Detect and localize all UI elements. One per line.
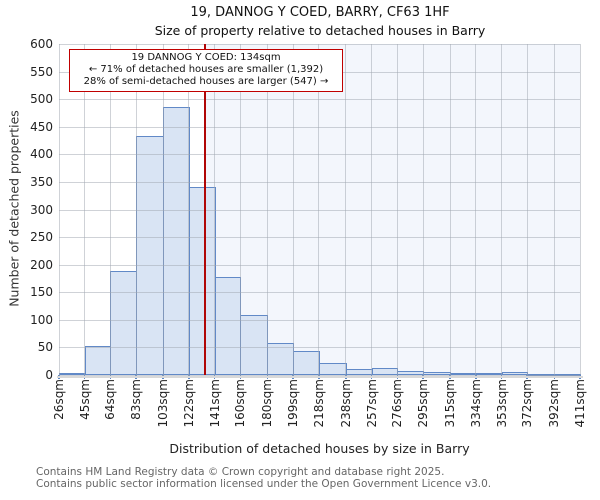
- gridline-horizontal: [59, 99, 580, 101]
- gridline-horizontal: [59, 154, 580, 156]
- y-tick-label: 150: [30, 285, 53, 300]
- histogram-bar: [293, 350, 320, 375]
- x-tick-label: 257sqm: [364, 379, 379, 428]
- x-tick-label: 218sqm: [311, 379, 326, 428]
- y-tick-label: 100: [30, 312, 53, 327]
- property-size-marker-line: [204, 44, 207, 375]
- gridline-horizontal: [59, 375, 580, 376]
- x-tick-label: 160sqm: [233, 379, 248, 428]
- annotation-line-3: 28% of semi-detached houses are larger (…: [83, 76, 329, 87]
- x-tick-label: 180sqm: [260, 379, 275, 428]
- x-tick-label: 411sqm: [573, 379, 587, 428]
- x-tick-label: 392sqm: [547, 379, 562, 428]
- histogram-bar: [163, 107, 190, 375]
- annotation-line-1: 19 DANNOG Y COED: 134sqm: [131, 52, 281, 63]
- histogram-bar: [110, 270, 138, 375]
- x-tick-label: 295sqm: [416, 379, 431, 428]
- chart-subtitle: Size of property relative to detached ho…: [154, 23, 486, 38]
- y-tick-label: 200: [30, 257, 53, 272]
- y-tick-label: 0: [45, 368, 53, 382]
- gridline-horizontal: [59, 181, 580, 183]
- y-tick-label: 600: [30, 37, 53, 51]
- x-tick-label: 83sqm: [129, 379, 144, 420]
- histogram-bar: [136, 136, 165, 375]
- gridline-horizontal: [59, 44, 580, 45]
- gridline-horizontal: [59, 237, 580, 239]
- x-tick-label: 26sqm: [52, 379, 66, 420]
- annotation-box: 19 DANNOG Y COED: 134sqm ← 71% of detach…: [69, 49, 343, 92]
- x-tick-label: 334sqm: [468, 379, 483, 428]
- histogram-bar: [371, 367, 399, 375]
- gridline-horizontal: [59, 319, 580, 321]
- gridline-horizontal: [59, 347, 580, 349]
- plot-area: [58, 44, 581, 376]
- y-tick-label: 50: [37, 340, 53, 355]
- footer-line-2: Contains public sector information licen…: [36, 478, 492, 490]
- x-tick-label: 353sqm: [494, 379, 509, 428]
- footer-line-1: Contains HM Land Registry data © Crown c…: [36, 466, 445, 478]
- histogram-bar: [240, 315, 269, 375]
- annotation-line-2: ← 71% of detached houses are smaller (1,…: [88, 64, 324, 75]
- chart-title: 19, DANNOG Y COED, BARRY, CF63 1HF: [190, 5, 450, 20]
- x-tick-label: 64sqm: [103, 379, 118, 420]
- x-tick-label: 238sqm: [338, 379, 353, 428]
- y-tick-label: 400: [30, 147, 53, 162]
- y-axis-label: Number of detached properties: [6, 110, 22, 307]
- gridline-horizontal: [59, 264, 580, 266]
- x-tick-label: 122sqm: [181, 379, 196, 428]
- y-tick-label: 450: [30, 119, 53, 134]
- gridline-vertical: [579, 44, 581, 375]
- x-tick-label: 103sqm: [156, 379, 171, 428]
- y-tick-label: 300: [30, 202, 53, 217]
- histogram-bar: [318, 362, 347, 375]
- y-tick-label: 500: [30, 92, 53, 107]
- x-tick-label: 45sqm: [77, 379, 92, 420]
- y-tick-label: 350: [30, 174, 53, 189]
- x-tick-label: 315sqm: [443, 379, 458, 428]
- x-tick-label: 199sqm: [286, 379, 301, 428]
- gridline-horizontal: [59, 292, 580, 294]
- histogram-bar: [84, 346, 112, 375]
- y-tick-label: 550: [30, 64, 53, 79]
- x-tick-label: 372sqm: [520, 379, 535, 428]
- x-axis-label: Distribution of detached houses by size …: [169, 441, 470, 456]
- x-tick-label: 141sqm: [207, 379, 222, 428]
- x-tick-label: 276sqm: [390, 379, 405, 428]
- gridline-horizontal: [59, 126, 580, 128]
- y-tick-label: 250: [30, 230, 53, 245]
- gridline-horizontal: [59, 209, 580, 211]
- x-axis-line: [57, 376, 583, 378]
